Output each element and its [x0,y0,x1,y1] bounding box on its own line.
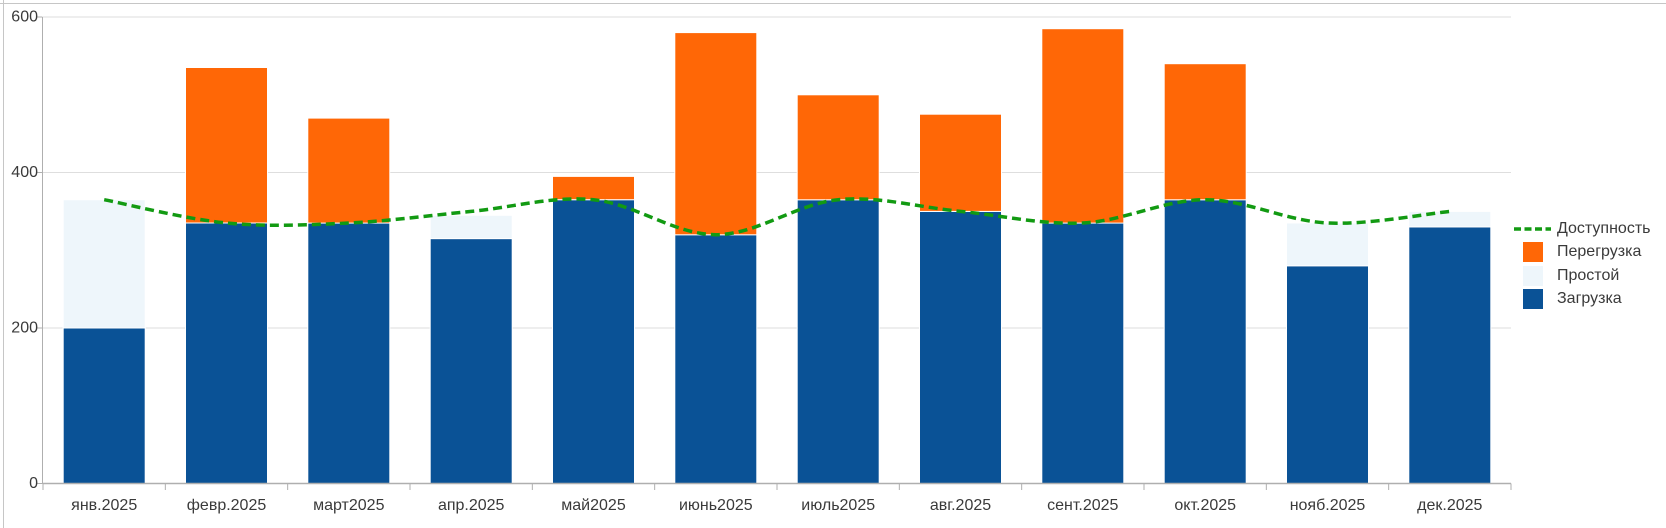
bar-segment-Загрузка-май2025[interactable] [552,199,635,484]
bar-segment-Загрузка-окт.2025[interactable] [1163,199,1247,484]
bar-segment-Перегрузка-май2025[interactable] [552,175,635,201]
legend-label-idle: Простой [1557,266,1620,284]
dashed-line-marker-icon [1514,219,1551,239]
legend-item-overload[interactable]: Перегрузка [1514,241,1650,265]
x-axis-label-авг.2025: авг.2025 [930,497,991,514]
bar-segment-Загрузка-февр.2025[interactable] [185,222,268,484]
legend-item-availability[interactable]: Доступность [1514,217,1650,241]
square-marker-icon [1514,265,1551,286]
x-axis-label-май2025: май2025 [561,497,626,514]
legend-label-load: Загрузка [1557,290,1622,308]
x-axis-label-июль2025: июль2025 [801,497,875,514]
availability-dashed-line[interactable] [103,197,1450,237]
legend-label-overload: Перегрузка [1557,243,1642,261]
bar-segment-Загрузка-янв.2025[interactable] [62,327,146,484]
bar-segment-Простой-нояб.2025[interactable] [1286,222,1369,267]
y-axis-label-600: 600 [11,9,38,26]
x-axis-label-июнь2025: июнь2025 [679,497,753,514]
legend-swatch-idle [1523,265,1543,286]
bar-segment-Загрузка-дек.2025[interactable] [1408,226,1492,484]
bar-segment-Загрузка-июнь2025[interactable] [674,234,758,484]
bar-segment-Загрузка-июль2025[interactable] [796,199,880,484]
chart-legend: Доступность Перегрузка Простой Загрузка [1514,217,1650,311]
x-axis-label-дек.2025: дек.2025 [1417,497,1482,514]
x-axis-label-февр.2025: февр.2025 [187,497,267,514]
y-axis-label-200: 200 [11,320,38,337]
legend-item-load[interactable]: Загрузка [1514,288,1650,312]
bar-segment-Перегрузка-окт.2025[interactable] [1163,63,1247,201]
bar-segment-Загрузка-март2025[interactable] [307,222,391,484]
bar-segment-Перегрузка-июнь2025[interactable] [674,32,758,236]
bar-segment-Загрузка-апр.2025[interactable] [429,238,513,484]
x-axis-label-окт.2025: окт.2025 [1174,497,1236,514]
bar-segment-Перегрузка-сент.2025[interactable] [1041,28,1125,224]
legend-label-availability: Доступность [1557,219,1651,237]
y-axis-label-400: 400 [11,164,38,181]
x-axis-label-нояб.2025: нояб.2025 [1290,497,1366,514]
bar-segment-Простой-янв.2025[interactable] [62,199,146,329]
legend-item-idle[interactable]: Простой [1514,264,1650,288]
bar-segment-Перегрузка-авг.2025[interactable] [919,113,1002,212]
bar-segment-Загрузка-авг.2025[interactable] [919,210,1002,484]
x-axis-label-янв.2025: янв.2025 [71,497,137,514]
legend-swatch-overload [1523,242,1543,263]
bar-segment-Перегрузка-март2025[interactable] [307,117,391,224]
x-axis-label-апр.2025: апр.2025 [438,497,505,514]
x-axis-label-март2025: март2025 [313,497,384,514]
bar-segment-Перегрузка-июль2025[interactable] [796,94,880,201]
bar-segment-Простой-апр.2025[interactable] [429,214,513,240]
legend-swatch-load [1523,289,1543,310]
bar-segment-Загрузка-нояб.2025[interactable] [1286,265,1369,484]
y-axis-label-0: 0 [29,475,38,492]
legend-dash-sample [1514,227,1551,231]
x-axis-label-сент.2025: сент.2025 [1047,497,1118,514]
bar-segment-Загрузка-сент.2025[interactable] [1041,222,1125,484]
bar-segment-Перегрузка-февр.2025[interactable] [185,67,268,224]
square-marker-icon [1514,242,1551,263]
square-marker-icon [1514,289,1551,310]
